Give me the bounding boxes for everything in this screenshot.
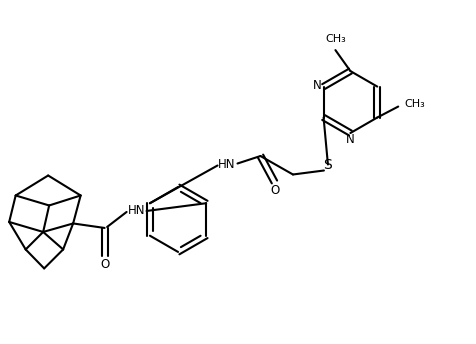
Text: N: N xyxy=(313,79,321,92)
Text: HN: HN xyxy=(128,204,145,217)
Text: O: O xyxy=(271,184,280,197)
Text: CH₃: CH₃ xyxy=(325,34,346,44)
Text: N: N xyxy=(346,133,355,146)
Text: O: O xyxy=(100,258,109,271)
Text: CH₃: CH₃ xyxy=(404,99,425,109)
Text: S: S xyxy=(324,158,332,172)
Text: HN: HN xyxy=(218,158,235,171)
